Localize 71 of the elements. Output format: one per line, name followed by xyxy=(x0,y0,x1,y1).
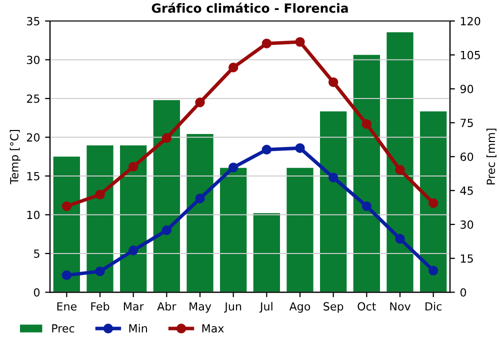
legend-label: Prec xyxy=(52,324,74,333)
legend-label: Max xyxy=(202,324,224,333)
y2-tick-label: 90 xyxy=(460,84,474,94)
x-tick-label: Nov xyxy=(390,302,411,311)
point xyxy=(395,234,405,244)
bar xyxy=(286,168,314,292)
bar xyxy=(353,54,380,292)
point xyxy=(328,77,338,88)
point xyxy=(128,162,138,172)
y2-tick-label: 30 xyxy=(460,220,474,229)
point xyxy=(95,190,105,200)
point xyxy=(362,119,372,129)
bar xyxy=(53,156,80,292)
x-tick-label: Ene xyxy=(57,302,77,311)
y2-tick-label: 60 xyxy=(460,152,474,162)
x-tick-label: Jun xyxy=(224,302,242,313)
x-tick-label: Dic xyxy=(426,302,442,311)
point xyxy=(295,37,305,47)
x-tick-label: Abr xyxy=(157,302,176,311)
bar xyxy=(153,100,180,292)
bar xyxy=(86,145,114,292)
point xyxy=(262,144,272,155)
chart-title: Gráfico climático - Florencia xyxy=(152,2,348,13)
point xyxy=(162,133,172,143)
point xyxy=(195,194,205,204)
y2-tick-label: 75 xyxy=(460,118,473,128)
x-tick-label: Jul xyxy=(259,302,272,313)
point xyxy=(362,201,372,212)
point xyxy=(95,266,105,276)
point xyxy=(228,162,238,172)
bar xyxy=(186,134,214,292)
y-tick-label: 20 xyxy=(26,133,40,142)
bar xyxy=(320,111,347,292)
bar xyxy=(420,111,447,292)
point xyxy=(195,98,205,108)
bar xyxy=(253,213,280,292)
y2-tick-label: 45 xyxy=(460,186,473,195)
y-tick-label: 35 xyxy=(26,16,40,26)
bar xyxy=(120,145,147,292)
point xyxy=(428,266,438,276)
y-tick-label: 0 xyxy=(34,288,40,297)
y-tick-label: 25 xyxy=(26,94,40,103)
y2-axis-title: Prec [mm] xyxy=(486,128,496,184)
y2-tick-label: 15 xyxy=(460,254,473,263)
point xyxy=(262,38,272,48)
point xyxy=(62,201,72,212)
point xyxy=(395,164,405,175)
y2-tick-label: 0 xyxy=(460,288,466,297)
y-axis-title: Temp [°C] xyxy=(10,130,21,184)
point xyxy=(295,143,305,153)
point xyxy=(328,172,338,182)
x-tick-label: May xyxy=(190,302,212,313)
point xyxy=(228,62,238,72)
y-tick-label: 30 xyxy=(26,56,40,64)
x-tick-label: Ago xyxy=(289,302,310,313)
legend-label: Min xyxy=(129,324,147,332)
y2-tick-label: 120 xyxy=(460,16,480,26)
point xyxy=(128,246,138,256)
bar xyxy=(220,168,247,292)
x-tick-label: Mar xyxy=(124,302,144,311)
point xyxy=(62,270,72,280)
x-tick-label: Oct xyxy=(358,302,376,311)
bar xyxy=(386,32,414,292)
y-tick-label: 15 xyxy=(27,172,40,180)
y-tick-label: 5 xyxy=(34,250,40,258)
x-tick-label: Sep xyxy=(324,302,344,313)
y-tick-label: 10 xyxy=(27,210,40,220)
point xyxy=(428,198,438,208)
point xyxy=(162,225,172,236)
x-tick-label: Feb xyxy=(91,302,110,311)
y2-tick-label: 105 xyxy=(460,50,480,60)
